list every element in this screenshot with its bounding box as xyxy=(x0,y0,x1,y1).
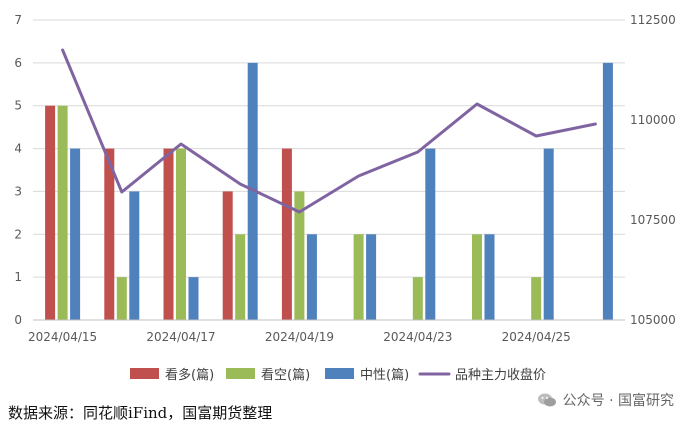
bar xyxy=(163,148,174,320)
legend: 看多(篇) 看空(篇) 中性(篇) 品种主力收盘价 xyxy=(130,367,546,383)
y-left-tick-label: 7 xyxy=(14,13,22,27)
bar xyxy=(104,148,115,320)
legend-swatch xyxy=(226,368,255,379)
x-tick-label: 2024/04/23 xyxy=(383,330,452,344)
bar xyxy=(176,148,186,320)
watermark-text: 公众号 · 国富研究 xyxy=(562,393,674,409)
bar xyxy=(70,148,81,320)
bar xyxy=(543,148,554,320)
bar xyxy=(425,148,436,320)
watermark: 公众号 · 国富研究 xyxy=(537,390,674,410)
legend-label: 中性(篇) xyxy=(360,368,409,383)
bar xyxy=(116,277,127,320)
y-left-tick-label: 1 xyxy=(14,270,22,284)
x-tick-label: 2024/04/19 xyxy=(265,330,334,344)
y-left-tick-label: 0 xyxy=(14,313,22,327)
y-left-tick-label: 5 xyxy=(14,99,22,113)
series-line xyxy=(61,48,597,214)
legend-swatch xyxy=(130,368,159,379)
bar xyxy=(306,234,317,320)
y-right-tick-label: 105000 xyxy=(630,313,676,327)
y-left-tick-label: 6 xyxy=(14,56,22,70)
bar xyxy=(294,191,305,320)
axes: 0 1 2 3 4 5 6 7 105000 107500 110000 112500 2024/04/… xyxy=(14,13,675,344)
bar xyxy=(129,191,140,320)
y-left-tick-label: 3 xyxy=(14,184,22,198)
gridlines xyxy=(33,19,625,321)
legend-swatch xyxy=(325,368,354,379)
bar xyxy=(57,105,68,320)
x-tick-label: 2024/04/25 xyxy=(502,330,571,344)
x-tick-label: 2024/04/15 xyxy=(28,330,97,344)
bar xyxy=(281,148,292,320)
bar xyxy=(602,62,613,320)
y-right-tick-label: 112500 xyxy=(630,13,676,27)
source-note: 数据来源：同花顺iFind，国富期货整理 xyxy=(8,404,273,422)
bar xyxy=(45,105,56,320)
bar xyxy=(235,234,246,320)
bar xyxy=(484,234,495,320)
bar xyxy=(222,191,233,320)
x-tick-label: 2024/04/17 xyxy=(146,330,215,344)
legend-label: 品种主力收盘价 xyxy=(455,367,546,383)
price-line xyxy=(61,48,597,214)
y-right-tick-label: 110000 xyxy=(630,113,676,127)
bar xyxy=(188,277,199,320)
wechat-icon xyxy=(537,393,556,407)
bar xyxy=(412,277,423,320)
y-right-tick-label: 107500 xyxy=(630,213,676,227)
y-left-tick-label: 2 xyxy=(14,227,22,241)
legend-label: 看空(篇) xyxy=(261,367,310,383)
legend-label: 看多(篇) xyxy=(165,367,214,383)
bar xyxy=(353,234,364,320)
bar xyxy=(472,234,482,320)
y-left-tick-label: 4 xyxy=(14,142,22,156)
bar xyxy=(366,234,377,320)
bar xyxy=(531,277,542,320)
